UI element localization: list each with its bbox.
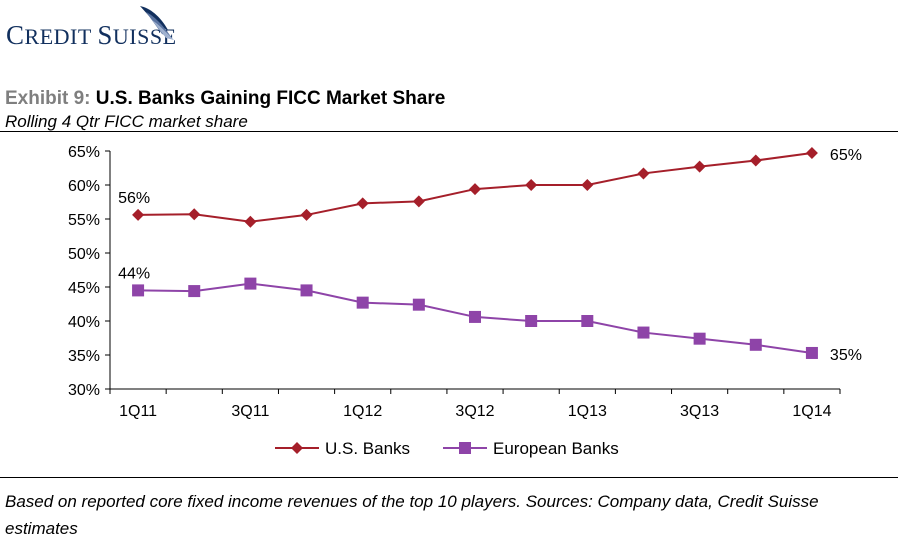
us-banks-point <box>132 208 145 221</box>
european-banks-point <box>188 285 201 298</box>
legend-european-banks-label: European Banks <box>493 439 619 458</box>
legend-european-banks-marker <box>459 442 471 454</box>
x-tick-label: 1Q11 <box>119 403 157 420</box>
european-banks-point <box>412 298 425 311</box>
market-share-line-chart: 30% 35% 40% 45% 50% 55% 60% 65% 1Q11 3Q11 1Q12 3Q12… <box>68 144 862 458</box>
bottom-divider <box>0 477 898 478</box>
y-tick-label: 35% <box>68 348 100 365</box>
us-banks-point <box>356 197 369 210</box>
us-banks-point <box>469 183 481 196</box>
european-banks-point <box>749 338 762 351</box>
us-banks-point <box>749 154 762 167</box>
end-data-label: 65% <box>830 147 862 164</box>
y-tick-label: 45% <box>68 280 100 297</box>
exhibit-heading: U.S. Banks Gaining FICC Market Share <box>95 88 446 109</box>
us-banks-point <box>525 179 538 191</box>
us-banks-point <box>805 147 818 160</box>
european-banks-point <box>581 315 594 327</box>
legend-us-banks-marker <box>291 442 303 454</box>
x-tick-label: 1Q14 <box>792 403 831 420</box>
european-banks-point <box>693 332 706 345</box>
exhibit-title: Exhibit 9: U.S. Banks Gaining FICC Marke… <box>5 88 445 110</box>
credit-suisse-logo: CREDIT SUISSE <box>4 2 204 50</box>
us-banks-point <box>412 195 425 208</box>
footnote: Based on reported core fixed income reve… <box>5 492 819 538</box>
european-banks-point <box>805 346 818 359</box>
x-tick-label: 1Q13 <box>568 403 607 420</box>
x-tick-label: 3Q13 <box>680 403 719 420</box>
us-banks-point <box>300 208 313 221</box>
european-banks-point <box>300 284 313 297</box>
end-data-label: 35% <box>830 347 862 364</box>
us-banks-point <box>244 215 257 228</box>
chart-subtitle: Rolling 4 Qtr FICC market share <box>5 112 248 131</box>
european-banks-point <box>637 326 650 339</box>
european-banks-point <box>132 284 145 297</box>
exhibit-label: Exhibit 9: <box>5 88 91 109</box>
x-tick-label: 3Q12 <box>455 403 494 420</box>
european-banks-point <box>525 315 538 327</box>
european-banks-point <box>244 277 257 290</box>
us-banks-point <box>581 179 594 191</box>
y-tick-label: 40% <box>68 314 100 331</box>
y-tick-label: 50% <box>68 246 100 263</box>
start-data-label: 56% <box>118 190 150 207</box>
y-tick-label: 65% <box>68 144 100 161</box>
top-divider <box>0 131 898 132</box>
y-tick-label: 30% <box>68 382 100 399</box>
legend-us-banks-label: U.S. Banks <box>325 439 410 458</box>
us-banks-point <box>693 160 706 173</box>
sail-logo-icon <box>140 6 174 40</box>
x-tick-label: 1Q12 <box>343 403 382 420</box>
y-tick-label: 55% <box>68 212 100 229</box>
us-banks-point <box>188 208 201 221</box>
us-banks-point <box>637 167 650 180</box>
start-data-label: 44% <box>118 265 150 282</box>
x-tick-label: 3Q11 <box>231 403 269 420</box>
y-tick-label: 60% <box>68 178 100 195</box>
european-banks-point <box>469 310 481 323</box>
european-banks-point <box>356 296 369 309</box>
